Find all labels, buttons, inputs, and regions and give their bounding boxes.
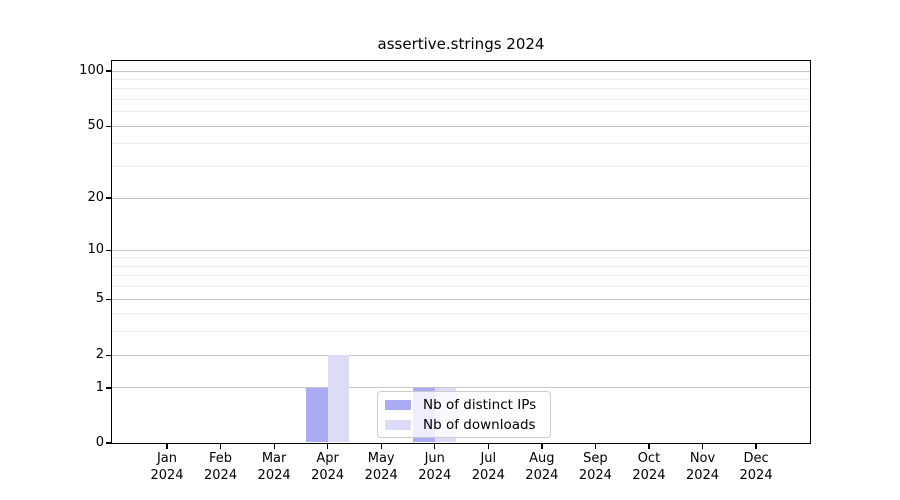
y-tick: [106, 249, 112, 251]
y-tick: [106, 298, 112, 300]
y-tick: [106, 125, 112, 127]
x-tick: [219, 443, 222, 449]
gridline-minor: [112, 265, 810, 267]
x-tick: [380, 443, 382, 449]
x-tick: [648, 443, 650, 449]
legend: Nb of distinct IPs Nb of downloads: [377, 391, 551, 438]
gridline-minor: [112, 88, 810, 90]
x-tick: [273, 443, 275, 449]
y-tick-label: 20: [87, 190, 104, 205]
y-tick: [106, 387, 112, 389]
gridline-major: [112, 298, 810, 300]
y-tick-label: 10: [87, 242, 104, 258]
x-tick-label: Dec 2024: [739, 451, 773, 483]
gridline-minor: [112, 166, 810, 168]
x-tick-label: Nov 2024: [685, 451, 720, 483]
x-tick-label: Sep 2024: [578, 451, 612, 483]
x-tick-label: May 2024: [364, 451, 398, 483]
legend-swatch-distinct-ips: [385, 399, 411, 410]
gridline-major: [112, 249, 810, 251]
gridline-major: [112, 125, 810, 127]
y-tick-label: 2: [95, 347, 104, 363]
y-tick: [106, 442, 112, 444]
y-tick: [106, 70, 112, 72]
legend-item-distinct-ips: Nb of distinct IPs: [385, 396, 550, 414]
x-tick: [487, 443, 489, 449]
legend-label-downloads: Nb of downloads: [423, 416, 536, 433]
gridline-minor: [112, 286, 810, 288]
y-tick: [106, 354, 112, 356]
chart-title: assertive.strings 2024: [377, 35, 545, 53]
y-tick-label: 50: [87, 118, 104, 134]
gridline-major: [112, 197, 810, 199]
gridline-major: [112, 354, 810, 356]
x-tick: [594, 443, 597, 449]
x-tick-label: Mar 2024: [257, 451, 291, 483]
x-tick: [755, 443, 757, 449]
gridline-minor: [112, 99, 810, 101]
y-tick-label: 0: [95, 435, 104, 450]
x-tick: [166, 443, 168, 449]
x-tick-label: Apr 2024: [311, 451, 345, 483]
y-tick-label: 1: [95, 379, 104, 395]
legend-item-downloads: Nb of downloads: [385, 416, 550, 434]
gridline-minor: [112, 275, 810, 277]
x-tick-label: Jan 2024: [150, 451, 184, 483]
bar-downloads-apr: [327, 355, 350, 443]
legend-swatch-downloads: [385, 419, 411, 430]
gridline-minor: [112, 257, 810, 259]
bar-distinct-ips-apr: [306, 387, 328, 443]
gridline-minor: [112, 313, 810, 315]
x-tick-label: Jun 2024: [418, 451, 452, 483]
gridline-minor: [112, 111, 810, 113]
y-tick: [106, 197, 112, 199]
gridline-major: [112, 387, 810, 389]
gridline-major: [112, 70, 810, 72]
x-tick-label: Jul 2024: [471, 451, 505, 483]
x-tick-label: Feb 2024: [204, 451, 238, 483]
x-tick: [701, 443, 704, 449]
x-tick: [541, 443, 543, 449]
legend-label-distinct-ips: Nb of distinct IPs: [423, 396, 537, 413]
gridline-minor: [112, 331, 810, 333]
gridline-minor: [112, 143, 810, 145]
gridline-minor: [112, 79, 810, 81]
x-tick: [434, 443, 436, 449]
x-tick-label: Oct 2024: [632, 451, 666, 483]
x-tick-label: Aug 2024: [525, 451, 559, 483]
y-tick-label: 100: [79, 63, 104, 79]
y-tick-label: 5: [95, 291, 104, 307]
x-tick: [327, 443, 329, 449]
